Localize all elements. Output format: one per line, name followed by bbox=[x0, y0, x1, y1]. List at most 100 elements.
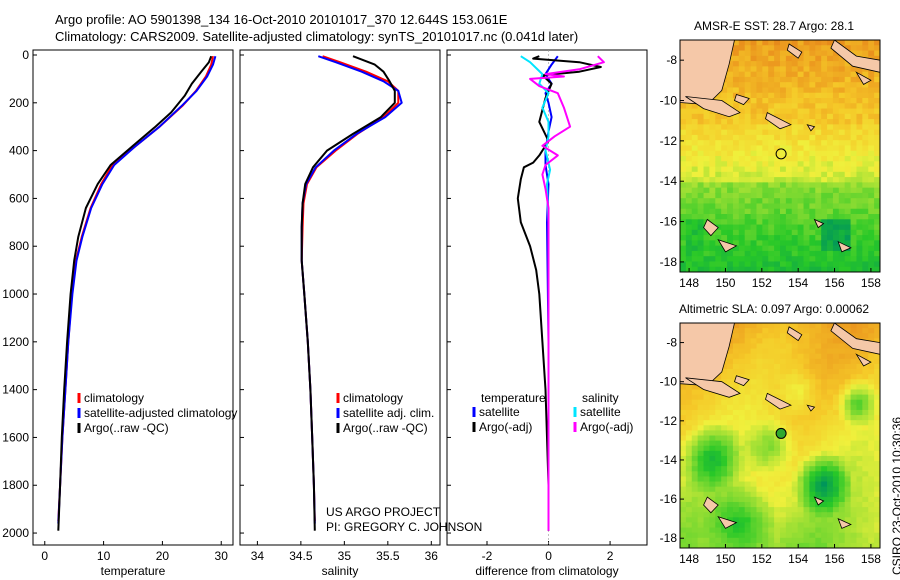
map-cell bbox=[715, 374, 722, 380]
map-cell bbox=[797, 98, 805, 104]
map-cell bbox=[738, 455, 746, 462]
map-cell bbox=[832, 250, 840, 257]
map-cell bbox=[832, 240, 840, 247]
map-cell bbox=[750, 103, 758, 110]
map-cell bbox=[727, 208, 734, 215]
map-cell bbox=[844, 182, 852, 189]
map-cell bbox=[791, 440, 799, 447]
map-cell bbox=[827, 166, 834, 173]
map-cell bbox=[803, 466, 811, 472]
map-cell bbox=[827, 182, 834, 189]
map-cell bbox=[809, 203, 816, 210]
map-cell bbox=[685, 481, 693, 488]
map-cell bbox=[803, 333, 811, 339]
map-cell bbox=[797, 87, 805, 94]
map-cell bbox=[744, 537, 752, 544]
map-cell bbox=[844, 140, 852, 147]
map-cell bbox=[815, 108, 822, 115]
map-cell bbox=[750, 92, 758, 99]
map-cell bbox=[738, 358, 746, 365]
map-cell bbox=[727, 134, 734, 141]
map-cell bbox=[862, 156, 869, 162]
map-cell bbox=[715, 455, 722, 462]
map-cell bbox=[809, 113, 816, 120]
map-cell bbox=[797, 171, 805, 178]
map-cell bbox=[832, 409, 840, 416]
land-polygon bbox=[837, 517, 852, 529]
map-cell bbox=[803, 129, 811, 136]
map-cell bbox=[868, 425, 875, 431]
map-cell bbox=[850, 455, 858, 462]
map-cell bbox=[715, 250, 722, 257]
map-cell bbox=[750, 358, 758, 365]
map-cell bbox=[791, 66, 799, 73]
map-cell bbox=[685, 187, 693, 194]
map-cell bbox=[780, 507, 787, 513]
map-cell bbox=[838, 124, 846, 131]
map-cell bbox=[838, 338, 846, 345]
map-cell bbox=[815, 527, 822, 534]
map-cell bbox=[803, 71, 811, 78]
map-cell bbox=[785, 235, 793, 241]
map-cell bbox=[850, 87, 858, 94]
map-cell bbox=[744, 177, 752, 183]
map-cell bbox=[815, 261, 822, 268]
map-cell bbox=[874, 517, 880, 524]
map-cell bbox=[774, 61, 781, 67]
map-cell bbox=[874, 113, 880, 120]
map-xtick-label: 150 bbox=[715, 552, 735, 566]
map-cell bbox=[850, 425, 858, 431]
map-cell bbox=[738, 363, 746, 370]
map-cell bbox=[738, 145, 746, 152]
map-cell bbox=[797, 45, 805, 52]
map-cell bbox=[862, 171, 869, 178]
map-cell bbox=[768, 224, 775, 231]
map-cell bbox=[803, 430, 811, 437]
map-cell bbox=[727, 124, 734, 131]
map-cell bbox=[732, 219, 740, 226]
map-cell bbox=[691, 409, 699, 416]
map-cell bbox=[815, 394, 822, 401]
map-cell bbox=[874, 461, 880, 467]
map-cell bbox=[780, 82, 787, 89]
map-cell bbox=[809, 55, 816, 62]
map-cell bbox=[832, 150, 840, 157]
map-cell bbox=[721, 129, 728, 136]
map-cell bbox=[832, 369, 840, 375]
map-cell bbox=[797, 537, 805, 544]
map-cell bbox=[844, 187, 852, 194]
map-cell bbox=[732, 103, 740, 110]
map-cell bbox=[844, 256, 852, 263]
map-cell bbox=[803, 461, 811, 467]
map-cell bbox=[809, 177, 816, 183]
map-cell bbox=[727, 219, 734, 226]
map-cell bbox=[744, 161, 752, 168]
map-cell bbox=[762, 250, 769, 257]
map-cell bbox=[762, 71, 769, 78]
map-cell bbox=[703, 445, 711, 452]
map-cell bbox=[774, 425, 781, 431]
map-cell bbox=[821, 50, 828, 57]
map-cell bbox=[756, 369, 763, 375]
map-cell bbox=[750, 166, 758, 173]
map-cell bbox=[809, 40, 816, 46]
map-cell bbox=[874, 71, 880, 78]
map-cell bbox=[850, 532, 858, 539]
land-polygon bbox=[717, 515, 738, 529]
map-cell bbox=[703, 156, 711, 162]
map-cell bbox=[738, 214, 746, 220]
map-cell bbox=[774, 501, 781, 508]
map-cell bbox=[727, 98, 734, 104]
map-cell bbox=[774, 150, 781, 157]
map-cell bbox=[797, 256, 805, 263]
map-cell bbox=[697, 171, 705, 178]
map-cell bbox=[680, 527, 687, 534]
map-cell bbox=[868, 87, 875, 94]
map-cell bbox=[768, 404, 775, 411]
map-cell bbox=[709, 113, 716, 120]
map-cell bbox=[821, 76, 828, 83]
map-cell bbox=[703, 182, 711, 189]
map-cell bbox=[874, 415, 880, 421]
map-cell bbox=[815, 156, 822, 162]
map-cell bbox=[727, 532, 734, 539]
